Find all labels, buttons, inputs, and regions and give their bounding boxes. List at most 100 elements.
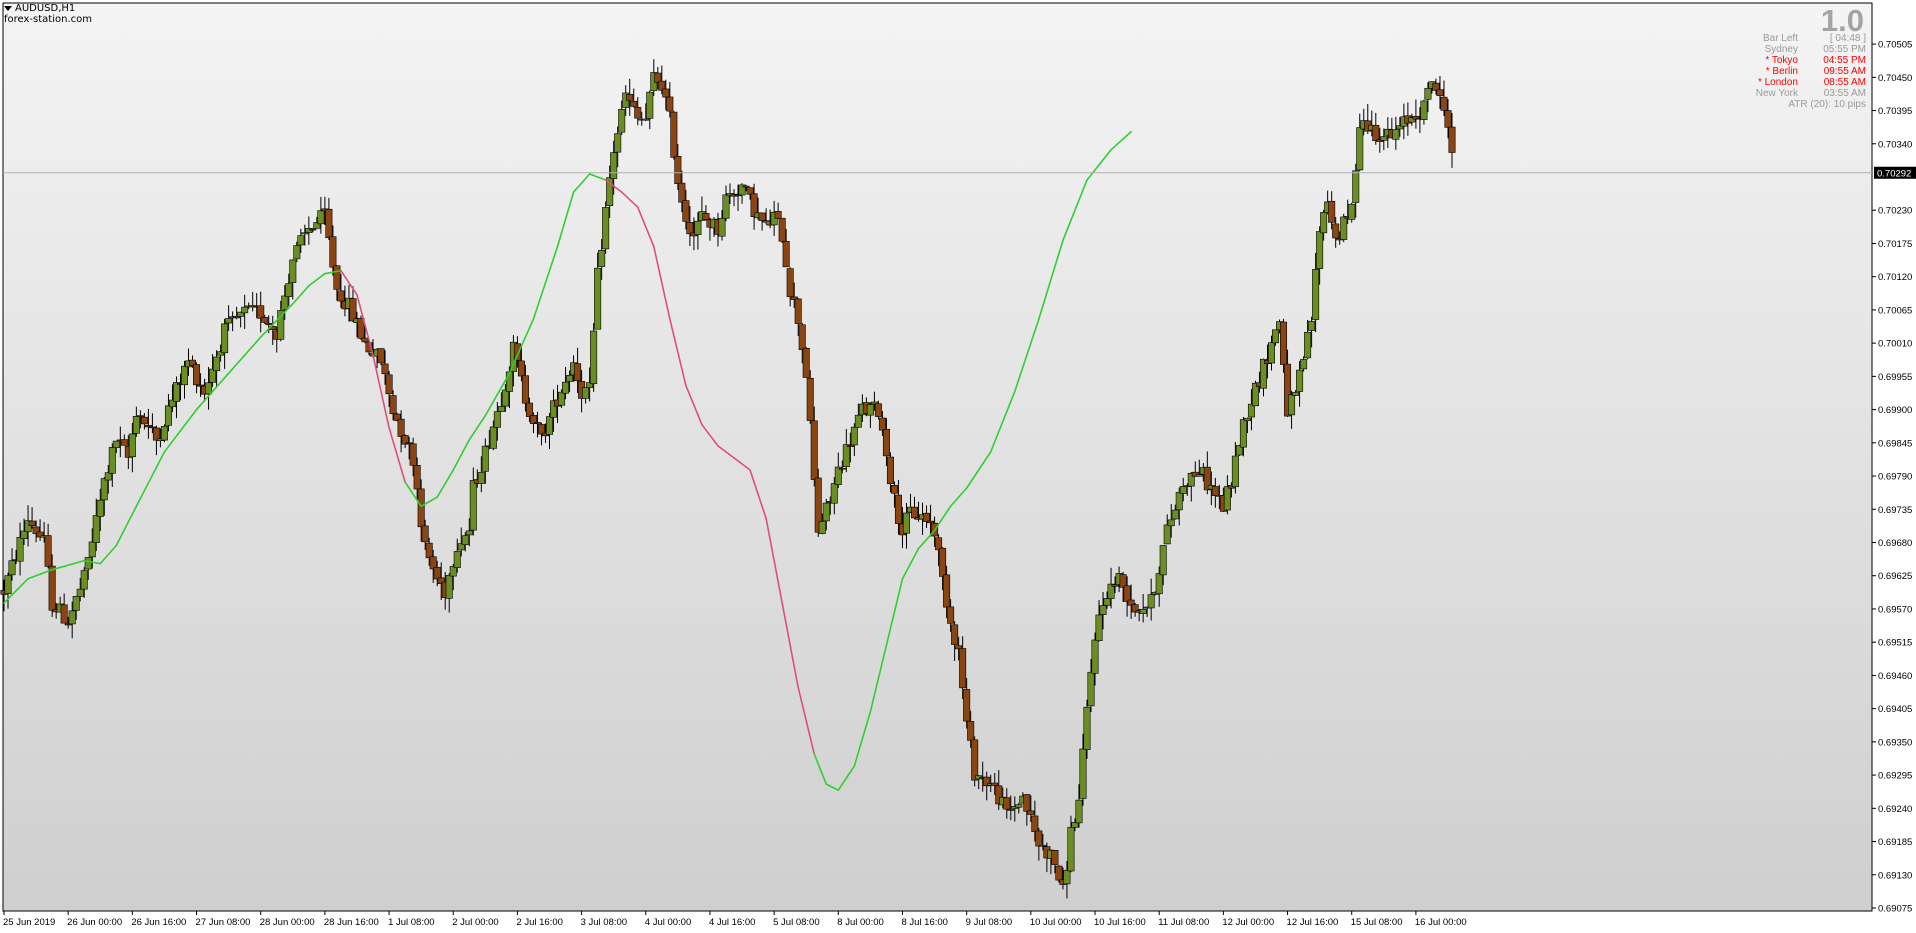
- candle: [164, 393, 172, 432]
- session-row: Sydney 05:55 PM: [1726, 44, 1866, 55]
- candle-body: [289, 259, 297, 283]
- candle-body: [1051, 850, 1059, 865]
- candle-body: [1003, 797, 1011, 810]
- candle-body: [882, 428, 890, 457]
- candle-body: [1268, 342, 1276, 364]
- candle-body: [1067, 826, 1075, 872]
- candle: [854, 403, 862, 428]
- candle-body: [1231, 455, 1239, 488]
- candle-body: [477, 472, 485, 484]
- candle-body: [614, 133, 622, 153]
- candle: [1195, 459, 1203, 477]
- candle: [630, 88, 638, 108]
- candle-body: [88, 541, 96, 558]
- ma-segment: [452, 438, 471, 471]
- candle: [501, 383, 509, 412]
- y-tick-label: 0.69900: [1878, 405, 1912, 416]
- candle-body: [84, 557, 92, 570]
- candle-body: [778, 217, 786, 242]
- candle: [602, 201, 610, 254]
- candle-body: [1191, 471, 1199, 477]
- candle: [1007, 795, 1015, 821]
- candle-body: [686, 222, 694, 235]
- candle-body: [582, 387, 590, 399]
- candle: [1231, 441, 1239, 494]
- candle: [790, 282, 798, 308]
- session-value: 05:55 PM: [1823, 44, 1866, 55]
- candle-body: [317, 210, 325, 225]
- candle: [1251, 380, 1259, 407]
- candle-body: [1015, 804, 1023, 808]
- x-tick-label: 28 Jun 00:00: [260, 917, 315, 928]
- candle-body: [1187, 472, 1195, 487]
- ma-segment: [588, 173, 607, 181]
- candle: [886, 452, 894, 493]
- candle-body: [401, 435, 409, 445]
- candle-body: [377, 348, 385, 364]
- candle-body: [574, 363, 582, 382]
- candle: [786, 267, 794, 307]
- candle: [1223, 475, 1231, 515]
- candle-body: [189, 359, 197, 366]
- candle: [32, 520, 40, 543]
- candle-body: [722, 194, 730, 219]
- candle-body: [802, 347, 810, 378]
- candle-body: [1023, 794, 1031, 812]
- candle: [1243, 417, 1251, 434]
- candle: [112, 440, 120, 454]
- candle-body: [72, 595, 80, 611]
- candle: [92, 498, 100, 552]
- candle: [285, 273, 293, 306]
- candle-body: [550, 400, 558, 418]
- candle-body: [646, 91, 654, 119]
- ma-segment: [99, 544, 118, 565]
- time-axis[interactable]: 25 Jun 2019 26 Jun 00:00 26 Jun 16:00 27 Ju…: [3, 911, 1467, 928]
- y-tick-label: 0.70340: [1878, 139, 1912, 150]
- candle: [1163, 514, 1171, 545]
- moving-average: [3, 130, 1132, 791]
- candle: [1031, 800, 1039, 842]
- candle: [1296, 360, 1304, 407]
- candle: [1448, 113, 1456, 168]
- candle: [654, 67, 662, 90]
- candle: [782, 228, 790, 268]
- candle: [313, 216, 321, 229]
- candle: [1356, 113, 1364, 172]
- candle-body: [241, 306, 249, 314]
- plot-area[interactable]: [2, 2, 1873, 912]
- candle-body: [1175, 492, 1183, 511]
- candle-body: [1063, 869, 1071, 885]
- candle: [317, 196, 325, 234]
- candle: [465, 518, 473, 547]
- y-tick-label: 0.70120: [1878, 272, 1912, 283]
- candle-body: [329, 236, 337, 268]
- candle: [1316, 226, 1324, 285]
- price-axis[interactable]: 0.70505 0.70450 0.70395 0.70340 0.70230 0.701…: [1872, 40, 1916, 915]
- candle-body: [349, 298, 357, 322]
- candle: [213, 350, 221, 387]
- candle-body: [746, 187, 754, 195]
- candle-body: [1223, 486, 1231, 511]
- candle-body: [217, 351, 225, 356]
- ma-segment: [685, 384, 703, 426]
- candle: [325, 197, 333, 241]
- candle-body: [878, 417, 886, 431]
- candle-body: [1292, 392, 1300, 396]
- candle: [453, 538, 461, 573]
- ma-segment: [604, 179, 623, 193]
- candle-body: [626, 93, 634, 101]
- candle-body: [1039, 844, 1047, 847]
- candle-body: [1316, 231, 1324, 269]
- candle: [1420, 99, 1428, 125]
- candle: [750, 183, 758, 230]
- y-tick-label: 0.69350: [1878, 737, 1912, 748]
- x-tick-label: 28 Jun 16:00: [324, 917, 379, 928]
- candle: [1155, 566, 1163, 607]
- ma-segment: [372, 354, 390, 429]
- candle: [1119, 571, 1127, 602]
- chevron-down-icon[interactable]: [4, 6, 12, 11]
- candle-body: [866, 404, 874, 416]
- candle-body: [894, 494, 902, 524]
- candle: [189, 355, 197, 368]
